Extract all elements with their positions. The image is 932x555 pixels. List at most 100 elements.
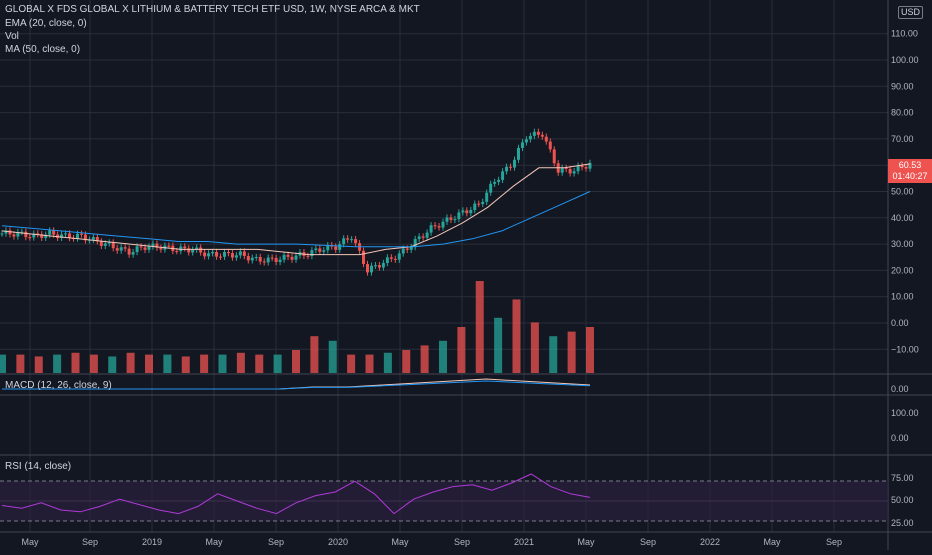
candle-body: [151, 243, 155, 247]
candle-body: [12, 234, 16, 237]
price-tick-label: 30.00: [891, 239, 914, 249]
candle-body: [560, 167, 564, 173]
candle-body: [397, 253, 401, 260]
time-tick-label: 2020: [328, 537, 348, 547]
volume-bar: [402, 350, 411, 373]
candle-body: [497, 179, 501, 182]
candle-body: [513, 159, 517, 168]
candle-body: [413, 239, 417, 248]
candle-body: [318, 248, 322, 252]
candle-body: [505, 166, 509, 172]
candle-body: [509, 166, 513, 168]
price-tick-label: 20.00: [891, 265, 914, 275]
candle-body: [68, 233, 72, 239]
price-axis[interactable]: −10.000.0010.0020.0030.0040.0050.0060.00…: [891, 29, 919, 528]
candle-body: [219, 256, 223, 258]
candle-body: [60, 234, 64, 238]
candle-body: [465, 210, 469, 214]
ma-legend[interactable]: MA (50, close, 0): [5, 44, 81, 55]
vol-legend[interactable]: Vol: [5, 31, 19, 42]
currency-button[interactable]: USD: [898, 6, 924, 19]
candle-body: [389, 257, 393, 259]
candle-body: [107, 242, 111, 244]
price-badge-value: 60.53: [898, 160, 922, 170]
candle-body: [469, 210, 473, 214]
candle-body: [441, 221, 445, 228]
candle-body: [354, 239, 358, 244]
volume-bar: [145, 354, 153, 373]
candle-body: [445, 217, 449, 222]
candle-body: [115, 248, 119, 251]
candle-body: [437, 226, 441, 228]
candle-body: [99, 241, 103, 246]
volume-bar: [439, 340, 447, 373]
time-tick-label: Sep: [640, 537, 656, 547]
volume-bar: [530, 322, 539, 373]
candle-body: [366, 264, 370, 273]
candle-body: [222, 252, 226, 257]
volume-bar: [200, 354, 209, 373]
time-axis[interactable]: May Sep 2019 May Sep 2020 May Sep 2021 May Sep 2022…: [21, 537, 842, 547]
candle-body: [167, 245, 171, 247]
candle-body: [175, 251, 179, 253]
candle-body: [195, 247, 199, 250]
candle-body: [580, 165, 584, 168]
candle-body: [131, 252, 135, 255]
candle-body: [199, 247, 203, 253]
candle-body: [282, 254, 286, 260]
ema-line: [1, 163, 591, 256]
candle-body: [258, 256, 262, 262]
ema-legend[interactable]: EMA (20, close, 0): [5, 18, 87, 29]
candle-body: [215, 251, 219, 257]
symbol-title[interactable]: GLOBAL X FDS GLOBAL X LITHIUM & BATTERY …: [5, 4, 420, 15]
candle-body: [528, 135, 532, 140]
price-tick-label: −10.00: [891, 344, 919, 354]
candle-body: [75, 233, 79, 239]
volume-bar: [16, 354, 25, 373]
candle-body: [548, 141, 552, 150]
price-badge: 60.53 01:40:27: [888, 159, 932, 183]
candle-body: [576, 165, 580, 172]
candle-body: [262, 261, 266, 263]
volume-bar: [512, 299, 521, 373]
candle-body: [564, 167, 568, 169]
candle-body: [179, 246, 183, 252]
price-tick-label: 0.00: [891, 318, 909, 328]
candle-body: [95, 237, 99, 242]
candle-body: [111, 242, 115, 249]
time-tick-label: May: [205, 537, 223, 547]
volume-bar: [236, 352, 245, 373]
candle-body: [326, 245, 330, 251]
price-tick-label: 80.00: [891, 108, 914, 118]
candle-body: [270, 257, 274, 259]
candle-body: [489, 183, 493, 193]
candle-body: [485, 192, 489, 202]
candle-body: [481, 201, 485, 205]
candle-body: [294, 255, 298, 260]
candle-body: [187, 248, 191, 253]
candle-body: [417, 236, 421, 240]
candle-body: [119, 247, 123, 251]
candle-body: [473, 203, 477, 211]
candle-body: [409, 247, 413, 250]
volume-bar: [0, 354, 6, 373]
candle-body: [322, 250, 326, 252]
macd-legend[interactable]: MACD (12, 26, close, 9): [5, 380, 112, 391]
candle-body: [373, 265, 377, 267]
candle-body: [346, 238, 350, 240]
volume-bar: [549, 336, 558, 373]
time-tick-label: May: [391, 537, 409, 547]
time-tick-label: Sep: [268, 537, 284, 547]
candle-body: [461, 210, 465, 213]
candle-body: [135, 246, 139, 253]
candle-body: [453, 219, 457, 221]
time-tick-label: Sep: [826, 537, 842, 547]
indicator-tick-label: 75.00: [891, 473, 914, 483]
candle-body: [385, 257, 389, 264]
candle-body: [588, 162, 592, 169]
rsi-legend[interactable]: RSI (14, close): [5, 461, 72, 472]
indicator-lines: [1, 163, 591, 515]
candle-body: [147, 246, 151, 250]
